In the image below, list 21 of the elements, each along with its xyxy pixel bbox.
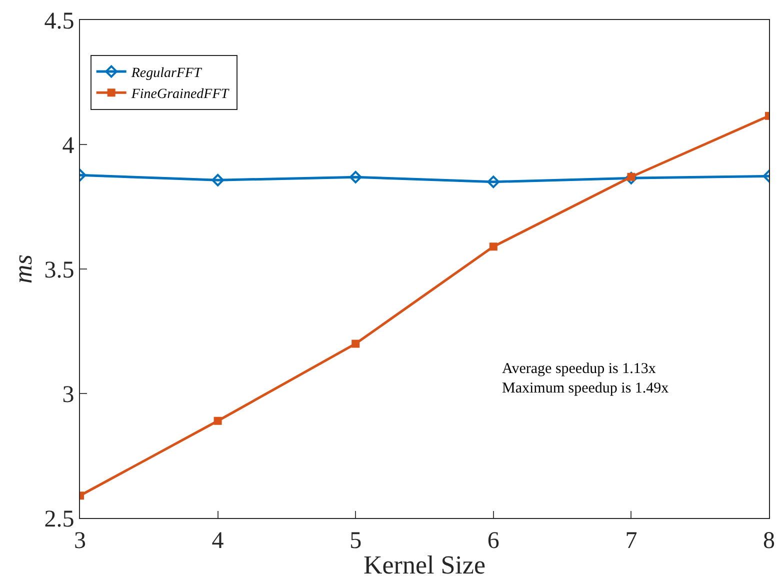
- x-axis-title: Kernel Size: [363, 550, 486, 580]
- annotation: Average speedup is 1.13x Maximum speedup is 1.49x: [502, 361, 670, 396]
- x-tick-label: 7: [625, 528, 638, 554]
- point: [487, 176, 500, 188]
- point: [212, 174, 224, 186]
- x-tick-label: 6: [487, 528, 500, 554]
- point: [489, 242, 498, 251]
- y-tick-label: 4: [62, 132, 74, 159]
- point: [349, 170, 362, 184]
- y-axis-title: ms: [8, 254, 38, 284]
- x-tick-label: 5: [350, 528, 362, 554]
- point: [214, 416, 222, 425]
- y-tick-label: 2.5: [44, 506, 74, 532]
- point: [352, 340, 360, 348]
- legend-label: FineGrainedFFT: [130, 87, 230, 102]
- y-tick-label: 3.5: [44, 257, 74, 284]
- y-tick-label: 4.5: [44, 8, 74, 34]
- x-tick-label: 4: [212, 528, 224, 554]
- y-tick-label: 3: [62, 382, 74, 408]
- legend-label: RegularFFT: [130, 66, 203, 81]
- x-tick-label: 8: [763, 528, 775, 554]
